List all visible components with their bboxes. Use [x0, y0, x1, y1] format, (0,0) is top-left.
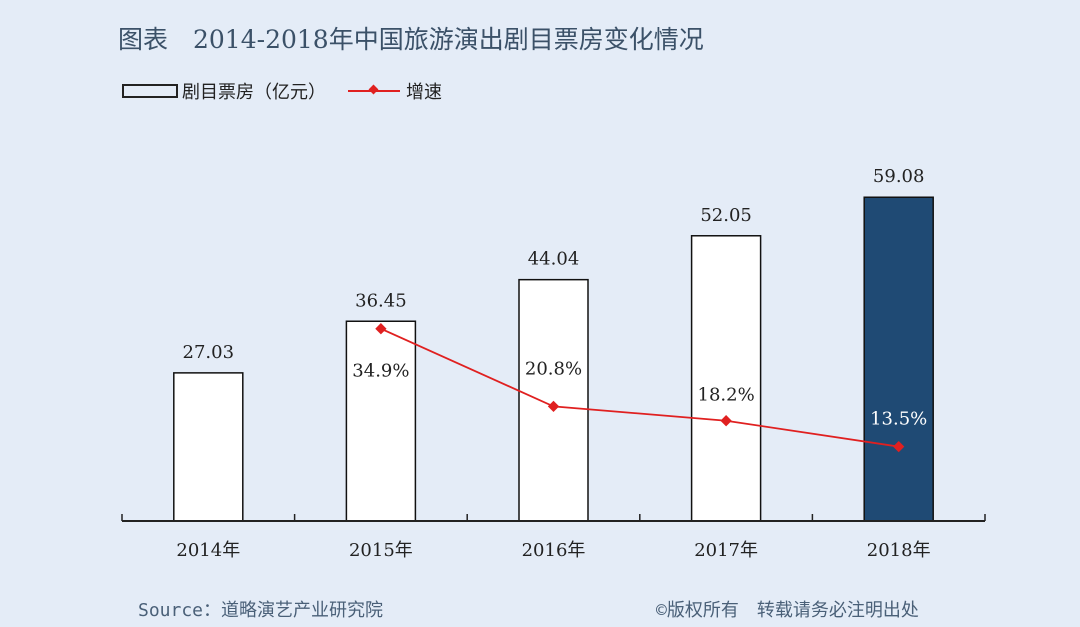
- growth-label: 34.9%: [352, 361, 409, 382]
- growth-label: 13.5%: [870, 409, 927, 430]
- bar-value-label: 59.08: [873, 166, 925, 187]
- growth-point: [547, 400, 560, 413]
- legend-line-label: 增速: [406, 82, 442, 103]
- bar-2018年: [863, 196, 934, 522]
- x-tick-label: 2016年: [522, 540, 586, 561]
- bar-value-label: 52.05: [700, 205, 752, 226]
- growth-label: 18.2%: [698, 385, 755, 406]
- growth-label: 20.8%: [525, 358, 582, 379]
- bar-value-label: 44.04: [528, 249, 580, 270]
- growth-point: [893, 440, 905, 453]
- x-tick-label: 2015年: [349, 540, 413, 561]
- legend-bar-swatch: [122, 84, 178, 98]
- legend-line-swatch: [348, 90, 400, 92]
- legend: 剧目票房（亿元） 增速: [122, 78, 442, 104]
- chart-title: 图表 2014-2018年中国旅游演出剧目票房变化情况: [118, 25, 704, 54]
- bar-value-label: 27.03: [183, 342, 235, 363]
- x-tick-label: 2014年: [176, 540, 240, 561]
- growth-point: [720, 415, 732, 427]
- bar-2015年: [345, 320, 417, 522]
- bar-value-label: 36.45: [355, 290, 407, 311]
- growth-line: [380, 327, 899, 448]
- copyright-note: ©版权所有 转载请务必注明出处: [656, 600, 919, 621]
- source-note: Source：道略演艺产业研究院: [138, 600, 384, 621]
- bar-2014年: [173, 372, 244, 522]
- legend-bar-label: 剧目票房（亿元）: [182, 82, 326, 103]
- x-tick-label: 2018年: [867, 540, 931, 561]
- bar-2017年: [690, 235, 762, 522]
- growth-point: [375, 323, 387, 335]
- x-tick-label: 2017年: [694, 540, 758, 561]
- bar-2016年: [518, 278, 589, 522]
